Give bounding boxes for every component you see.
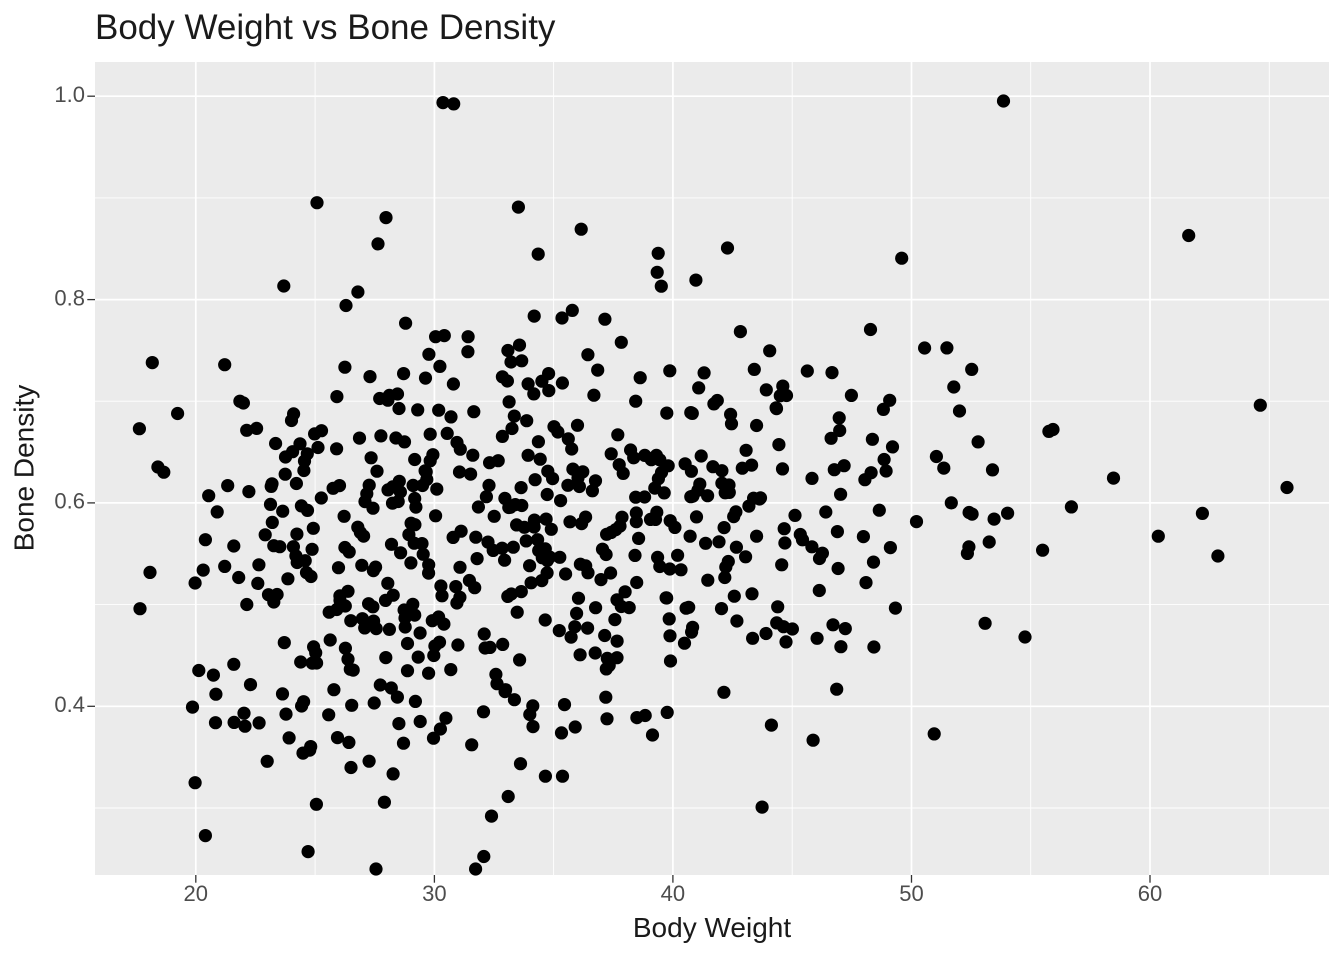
svg-text:0.6: 0.6 [54,489,85,514]
svg-text:0.4: 0.4 [54,692,85,717]
svg-text:50: 50 [899,881,923,906]
svg-text:60: 60 [1138,881,1162,906]
svg-text:1.0: 1.0 [54,82,85,107]
svg-text:0.8: 0.8 [54,285,85,310]
svg-text:20: 20 [184,881,208,906]
svg-text:30: 30 [422,881,446,906]
svg-text:40: 40 [661,881,685,906]
